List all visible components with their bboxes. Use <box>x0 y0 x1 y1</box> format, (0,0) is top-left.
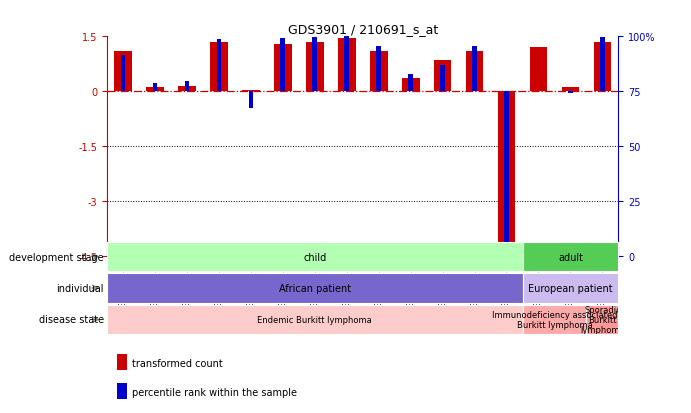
Bar <box>522 242 618 272</box>
Bar <box>107 273 522 303</box>
Bar <box>440 66 445 92</box>
Text: child: child <box>303 252 326 262</box>
Bar <box>370 52 388 92</box>
Text: individual: individual <box>56 283 104 293</box>
Bar <box>568 92 573 93</box>
Bar <box>117 383 126 399</box>
Bar <box>377 47 381 92</box>
Bar <box>344 37 349 92</box>
Bar <box>107 305 522 335</box>
Bar <box>434 61 451 92</box>
Bar <box>408 75 413 92</box>
Bar <box>600 38 605 92</box>
Bar <box>249 92 254 108</box>
Bar <box>587 305 618 335</box>
Bar <box>594 43 612 92</box>
Bar <box>402 79 419 92</box>
Bar <box>107 242 522 272</box>
Text: Immunodeficiency associated
Burkitt lymphoma: Immunodeficiency associated Burkitt lymp… <box>492 310 617 329</box>
Text: percentile rank within the sample: percentile rank within the sample <box>132 387 296 397</box>
Text: disease state: disease state <box>39 315 104 325</box>
Text: development stage: development stage <box>9 252 104 262</box>
Bar <box>281 39 285 92</box>
Bar <box>274 45 292 92</box>
Bar <box>522 305 587 335</box>
Bar <box>114 52 132 92</box>
Bar <box>530 48 547 92</box>
Bar <box>504 92 509 255</box>
Title: GDS3901 / 210691_s_at: GDS3901 / 210691_s_at <box>287 23 438 36</box>
Text: adult: adult <box>558 252 583 262</box>
Bar <box>522 273 618 303</box>
Bar <box>306 43 323 92</box>
Text: African patient: African patient <box>278 283 351 293</box>
Bar <box>184 82 189 92</box>
Bar <box>121 56 126 92</box>
Bar <box>472 47 477 92</box>
Bar <box>242 91 260 92</box>
Bar <box>117 354 126 370</box>
Bar <box>338 39 356 92</box>
Bar <box>498 92 515 251</box>
Text: Endemic Burkitt lymphoma: Endemic Burkitt lymphoma <box>258 315 372 324</box>
Bar <box>153 84 158 92</box>
Bar <box>146 88 164 92</box>
Bar <box>178 86 196 92</box>
Bar <box>210 43 228 92</box>
Text: Sporadic
Burkitt
lymphoma: Sporadic Burkitt lymphoma <box>580 305 625 335</box>
Text: European patient: European patient <box>528 283 613 293</box>
Bar <box>562 88 579 92</box>
Bar <box>312 38 317 92</box>
Bar <box>466 52 484 92</box>
Bar <box>216 40 221 92</box>
Text: transformed count: transformed count <box>132 358 223 368</box>
